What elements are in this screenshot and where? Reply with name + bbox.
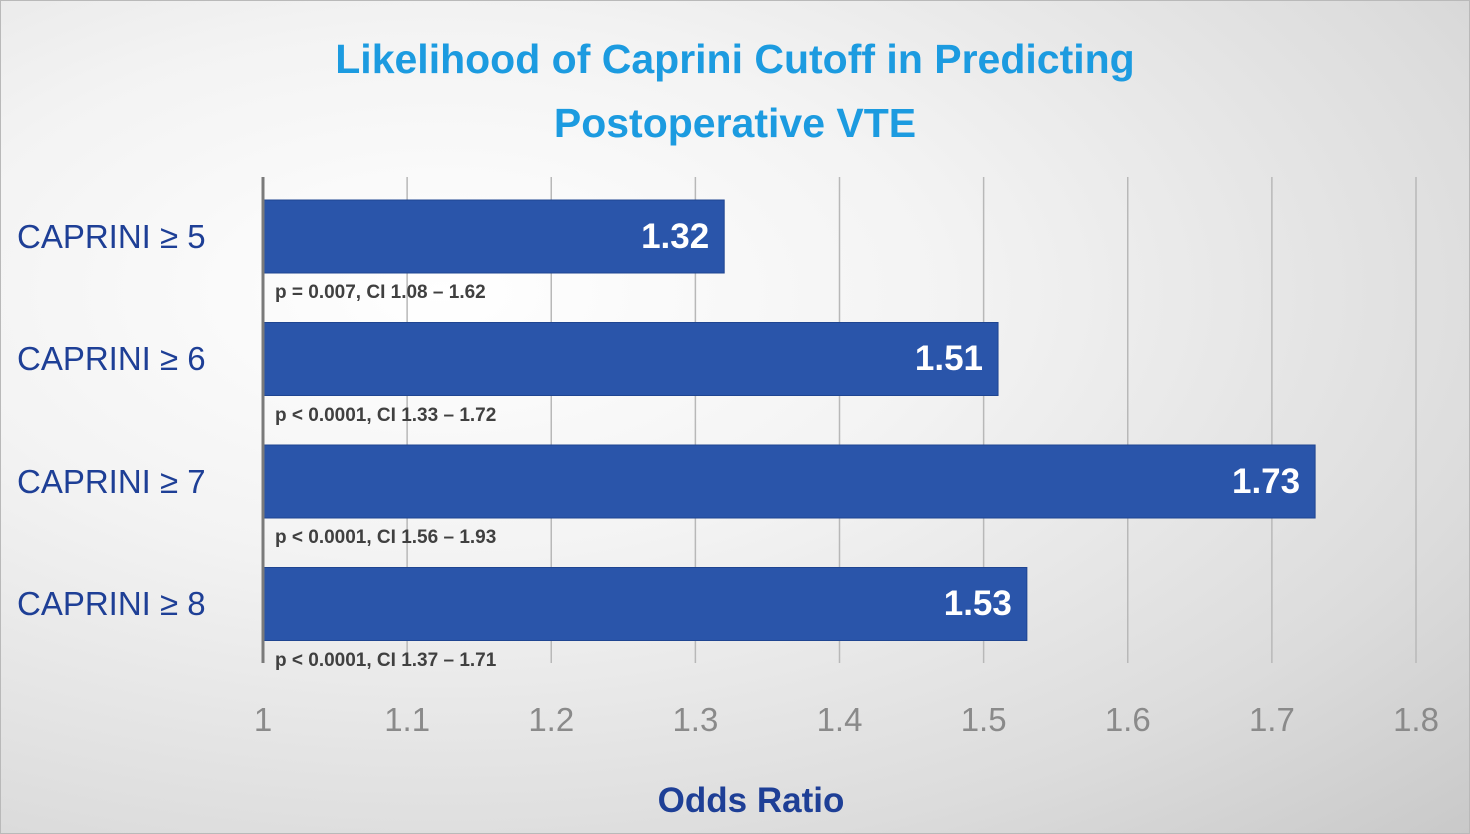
x-tick-label: 1.6	[1104, 701, 1151, 738]
x-tick-label: 1.5	[960, 701, 1007, 738]
category-label: CAPRINI ≥ 7	[17, 462, 206, 500]
bar-value-label: 1.51	[914, 339, 984, 378]
x-tick-label: 1.3	[672, 701, 719, 738]
ci-annotation: p < 0.0001, CI 1.37 – 1.71	[275, 649, 497, 671]
ci-annotation: p < 0.0001, CI 1.33 – 1.72	[275, 404, 497, 426]
x-tick-label: 1	[253, 701, 273, 738]
category-label: CAPRINI ≥ 6	[17, 340, 206, 377]
x-tick-label: 1.7	[1248, 701, 1295, 738]
category-label: CAPRINI ≥ 5	[17, 217, 206, 255]
chart-title-line-1: Likelihood of Caprini Cutoff in Predicti…	[335, 36, 1135, 82]
ci-annotation: p = 0.007, CI 1.08 – 1.62	[275, 282, 486, 303]
chart-title: Likelihood of Caprini Cutoff in Predicti…	[1, 27, 1469, 155]
bar	[262, 322, 999, 396]
bar-value-label: 1.73	[1231, 461, 1301, 501]
bar	[262, 199, 725, 274]
bar	[262, 444, 1316, 519]
x-tick-label: 1.2	[528, 701, 575, 738]
x-tick-label: 1.4	[816, 701, 863, 738]
x-tick-label: 1.1	[384, 701, 431, 738]
bar-value-label: 1.53	[943, 584, 1012, 623]
x-tick-label: 1.8	[1393, 701, 1439, 738]
bar-value-label: 1.32	[641, 216, 710, 256]
ci-annotation: p < 0.0001, CI 1.56 – 1.93	[275, 527, 497, 548]
chart-title-line-2: Postoperative VTE	[553, 100, 917, 146]
category-label: CAPRINI ≥ 8	[17, 585, 206, 622]
bar	[262, 567, 1028, 641]
x-axis-label: Odds Ratio	[657, 781, 845, 820]
